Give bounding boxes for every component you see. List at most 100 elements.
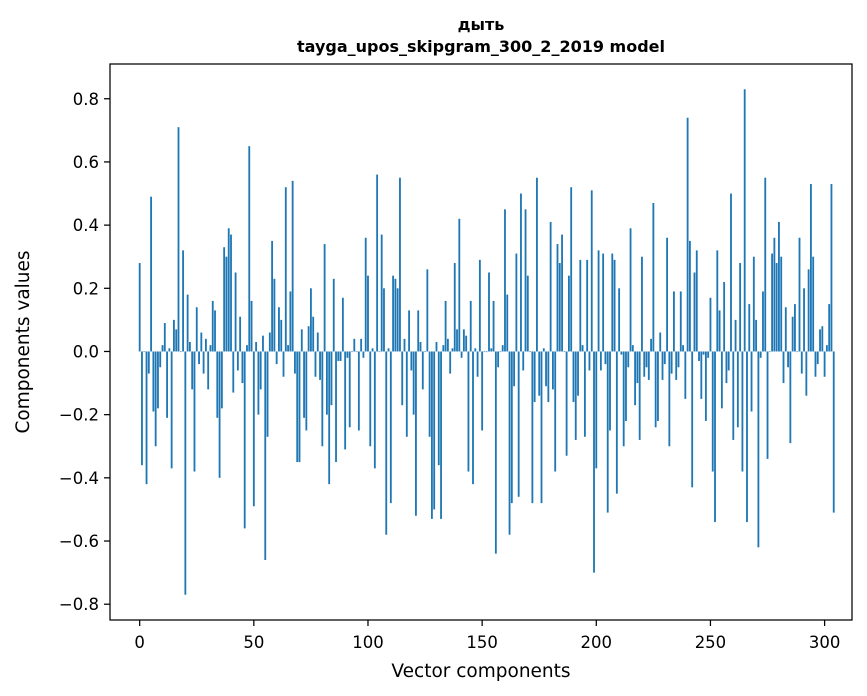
bar-206 <box>609 351 611 431</box>
bar-36 <box>220 351 223 409</box>
bar-106 <box>380 234 383 352</box>
bar-100 <box>367 275 369 352</box>
bar-184 <box>558 263 561 352</box>
bar-230 <box>663 351 666 365</box>
bar-245 <box>698 351 700 361</box>
bar-78 <box>316 332 319 352</box>
bar-18 <box>179 351 182 353</box>
bar-253 <box>716 250 719 352</box>
bar-165 <box>515 253 518 352</box>
bar-168 <box>522 351 525 371</box>
bar-25 <box>195 307 198 352</box>
bar-211 <box>620 351 623 355</box>
bar-247 <box>702 351 705 355</box>
x-tick-label: 150 <box>466 633 498 652</box>
bar-80 <box>321 351 324 447</box>
bar-277 <box>771 253 774 352</box>
bar-109 <box>387 348 390 352</box>
bar-133 <box>442 345 445 352</box>
bar-175 <box>538 351 541 396</box>
bar-6 <box>152 351 155 412</box>
y-tick-label: −0.8 <box>59 595 99 614</box>
bar-197 <box>588 351 591 371</box>
bar-288 <box>796 351 799 353</box>
bar-191 <box>574 351 577 440</box>
bar-11 <box>163 323 166 352</box>
bar-87 <box>337 351 340 361</box>
bar-280 <box>778 221 780 352</box>
bar-299 <box>821 326 824 352</box>
bar-267 <box>748 304 751 352</box>
bar-285 <box>789 351 792 444</box>
bar-147 <box>474 348 477 352</box>
bar-176 <box>540 351 543 504</box>
bar-301 <box>825 345 828 352</box>
plot-frame <box>109 63 853 621</box>
bar-196 <box>586 259 589 352</box>
bar-274 <box>764 177 767 352</box>
bar-101 <box>369 351 372 447</box>
bar-34 <box>216 351 219 418</box>
bar-256 <box>723 281 726 352</box>
bar-295 <box>812 256 815 352</box>
bar-223 <box>647 351 650 380</box>
bar-282 <box>782 351 785 384</box>
bar-10 <box>161 345 164 352</box>
bar-219 <box>638 351 641 440</box>
bar-193 <box>579 259 582 352</box>
bar-209 <box>615 351 618 494</box>
bar-226 <box>654 351 657 428</box>
bar-69 <box>296 351 299 463</box>
bar-66 <box>289 291 292 352</box>
bar-300 <box>823 351 826 377</box>
bar-114 <box>399 177 401 352</box>
bar-49 <box>250 300 253 352</box>
bar-200 <box>595 351 598 469</box>
bar-43 <box>236 351 239 371</box>
bar-104 <box>376 174 379 352</box>
bar-195 <box>583 351 586 437</box>
y-axis-ticks: −0.8 −0.6 −0.4 −0.2 0.0 0.2 0.4 0.6 0.8 <box>59 90 110 614</box>
bar-221 <box>643 351 646 377</box>
bar-204 <box>604 351 607 365</box>
bar-182 <box>554 351 557 472</box>
bar-185 <box>561 234 563 352</box>
bar-177 <box>542 348 545 352</box>
x-axis-ticks: 0 50 100 150 200 250 300 <box>134 620 840 652</box>
bar-286 <box>791 316 794 352</box>
bar-64 <box>284 187 287 352</box>
bar-0 <box>138 263 141 352</box>
bar-97 <box>360 338 363 352</box>
bar-228 <box>659 332 662 352</box>
x-tick-label: 50 <box>243 633 264 652</box>
bar-94 <box>353 338 356 352</box>
bar-112 <box>394 278 397 352</box>
bar-192 <box>577 351 579 396</box>
bar-231 <box>666 237 668 352</box>
bar-63 <box>282 351 285 377</box>
bar-284 <box>787 351 789 368</box>
bar-233 <box>670 351 673 374</box>
bar-85 <box>332 278 335 352</box>
bar-292 <box>805 351 808 396</box>
bar-44 <box>239 316 242 352</box>
bar-4 <box>147 351 150 374</box>
bar-227 <box>657 351 659 421</box>
bar-21 <box>186 294 189 352</box>
bar-134 <box>444 300 447 352</box>
bar-213 <box>625 351 627 421</box>
bar-59 <box>273 278 276 352</box>
bar-159 <box>501 345 504 352</box>
bar-186 <box>563 351 566 353</box>
bar-31 <box>209 345 212 352</box>
y-tick-label: 0.6 <box>73 153 99 172</box>
bar-137 <box>451 348 454 352</box>
bar-271 <box>757 351 760 548</box>
bar-5 <box>150 196 153 352</box>
bar-248 <box>704 351 707 421</box>
bar-164 <box>513 351 516 387</box>
bar-257 <box>725 351 728 384</box>
bar-198 <box>590 190 593 352</box>
bar-173 <box>533 351 536 403</box>
